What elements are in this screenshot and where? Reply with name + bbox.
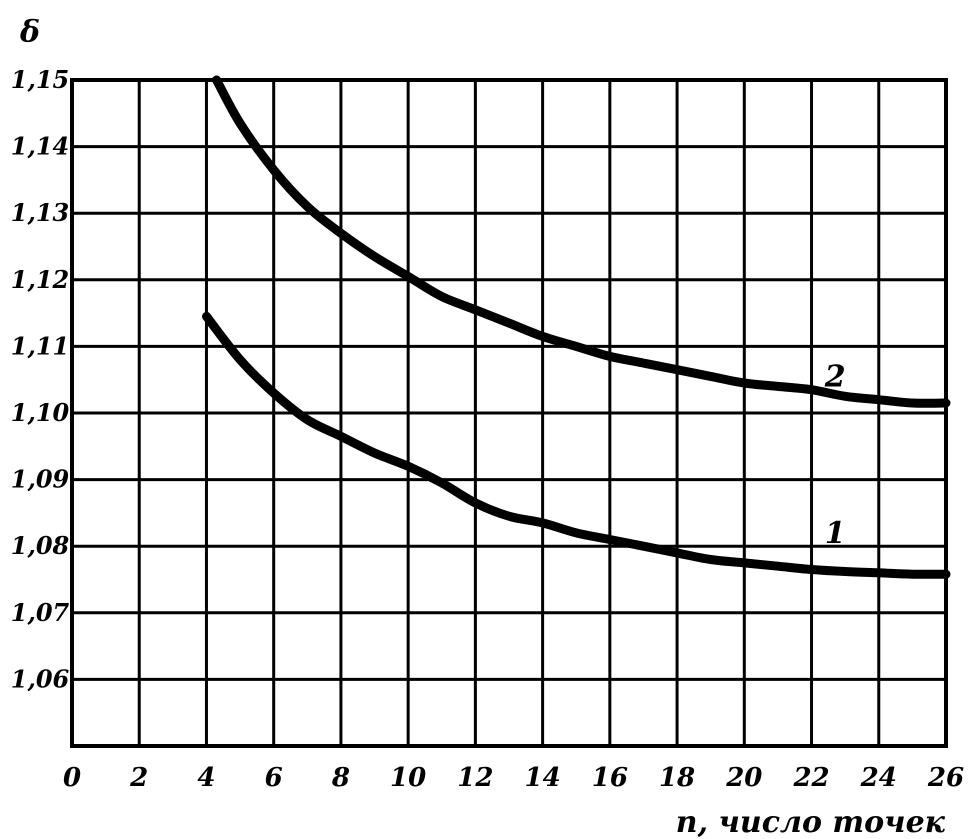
x-tick-label: 24: [860, 763, 897, 793]
y-tick-labels: 1,15 1,14 1,13 1,12 1,11 1,10 1,09 1,08 1,07 1,06: [11, 65, 70, 693]
plot-frame: [70, 78, 948, 748]
x-tick-label: 16: [592, 763, 628, 793]
x-tick-label: 18: [659, 763, 695, 793]
x-axis-title: n, число точек: [676, 805, 946, 839]
x-tick-label: 6: [265, 763, 283, 793]
x-tick-label: 10: [390, 763, 426, 793]
series-line-2: [212, 75, 951, 408]
x-tick-label: 4: [197, 763, 215, 793]
x-tick-label: 14: [525, 763, 561, 793]
y-tick-label: 1,08: [11, 531, 70, 560]
y-tick-label: 1,07: [11, 598, 70, 627]
y-tick-label: 1,14: [11, 132, 69, 161]
y-tick-label: 1,15: [11, 65, 69, 94]
x-tick-label: 22: [792, 763, 829, 793]
curve-label: 2: [824, 359, 846, 394]
x-tick-label: 0: [63, 763, 81, 793]
curve-labels: 21: [824, 359, 846, 551]
series-line-1: [202, 311, 951, 579]
x-tick-label: 26: [927, 763, 964, 793]
x-tick-labels: 0 2 4 6 8 10 12 14 16 18 20 22 24 26: [63, 763, 964, 793]
y-tick-label: 1,11: [11, 331, 69, 360]
x-tick-label: 8: [331, 763, 350, 793]
y-tick-label: 1,12: [11, 265, 69, 294]
curve-label: 1: [825, 516, 846, 551]
x-tick-label: 20: [725, 763, 762, 793]
y-axis-title: δ: [19, 15, 40, 50]
curves: [202, 75, 951, 579]
x-tick-label: 12: [457, 763, 493, 793]
y-tick-label: 1,10: [11, 398, 70, 427]
y-tick-label: 1,13: [11, 198, 69, 227]
grid: [70, 78, 948, 748]
x-tick-label: 2: [129, 763, 148, 793]
y-tick-label: 1,09: [11, 465, 70, 494]
y-tick-label: 1,06: [11, 664, 70, 693]
